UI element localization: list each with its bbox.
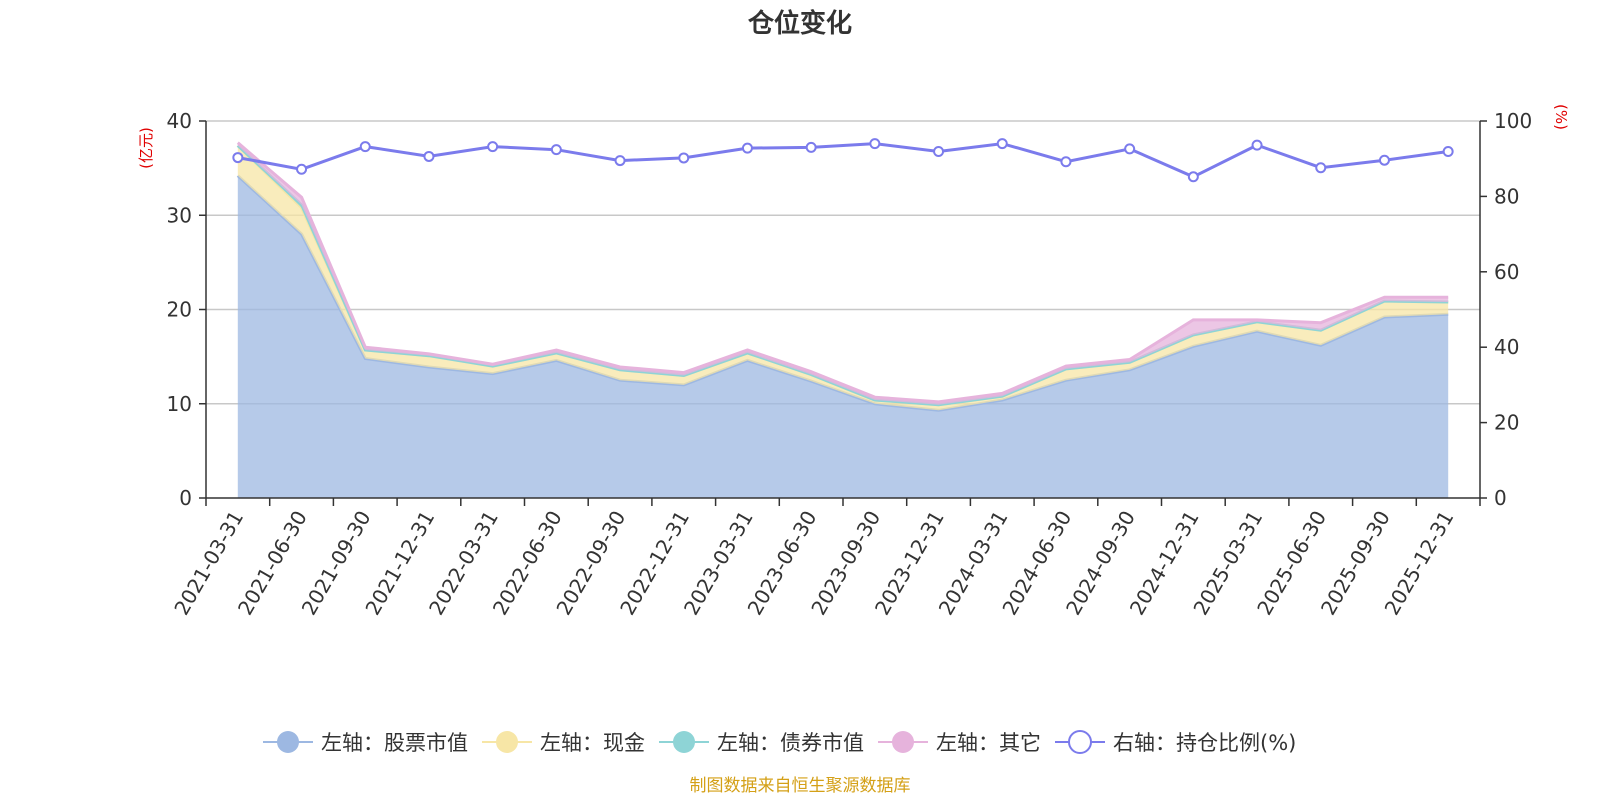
holding-ratio-point [1060,156,1072,168]
holding-ratio-point [869,138,881,150]
chart-title: 仓位变化 [747,8,852,39]
holding-ratio-line [237,142,1449,179]
legend-item: 左轴：股票市值 [263,731,468,755]
right-axis-tick-label: 100 [1494,109,1532,133]
left-axis-unit: (亿元) [137,127,155,169]
holding-ratio-point [1124,143,1136,155]
holding-ratio-point [805,141,817,153]
holding-ratio-point [1187,171,1199,183]
right-axis-tick-label: 20 [1494,411,1519,435]
holding-ratio-point [550,144,562,156]
line-series [232,138,1454,183]
holding-ratio-point [1378,154,1390,166]
holding-ratio-point [933,146,945,158]
holding-ratio-point [1315,162,1327,174]
legend-label: 左轴：股票市值 [321,731,468,755]
legend-circle-icon [496,731,518,753]
left-axis-tick-label: 30 [167,203,192,227]
holding-ratio-point [614,155,626,167]
legend-label: 左轴：债券市值 [717,731,864,755]
legend-item: 右轴：持仓比例(%) [1055,730,1296,755]
legend-label: 左轴：现金 [540,731,645,755]
holding-ratio-point [423,150,435,162]
right-axis-tick-label: 40 [1494,335,1519,359]
holding-ratio-point [1442,146,1454,158]
holding-ratio-point [232,152,244,164]
left-axis-tick-label: 20 [167,298,192,322]
legend-item: 左轴：债券市值 [659,731,864,755]
legend-label: 右轴：持仓比例(%) [1113,731,1296,755]
holding-ratio-point [741,142,753,154]
legend-circle-icon [1068,730,1092,754]
holding-ratio-point [296,163,308,175]
legend: 左轴：股票市值 左轴：现金 左轴：债券市值 左轴：其它 右轴：持仓比例(%) [263,730,1296,755]
legend-item: 左轴：其它 [878,731,1041,755]
area-fill [237,175,1449,498]
right-axis-tick-label: 80 [1494,184,1519,208]
legend-circle-icon [277,731,299,753]
holding-ratio-point [678,152,690,164]
right-axis-tick-label: 60 [1494,260,1519,284]
data-source-note: 制图数据来自恒生聚源数据库 [690,776,911,796]
legend-item: 左轴：现金 [482,731,645,755]
left-axis-tick-label: 40 [167,109,192,133]
legend-circle-icon [892,731,914,753]
right-axis-tick-label: 0 [1494,486,1507,510]
legend-circle-icon [673,731,695,753]
holding-ratio-point [996,138,1008,150]
left-axis-tick-label: 0 [179,486,192,510]
holding-ratio-point [1251,139,1263,151]
right-axis-unit: (%) [1552,104,1570,130]
area-series [236,141,1449,498]
holding-ratio-point [359,141,371,153]
area-edge-line [236,141,1449,404]
left-axis-tick-label: 10 [167,392,192,416]
holding-ratio-point [487,141,499,153]
legend-label: 左轴：其它 [936,731,1041,755]
